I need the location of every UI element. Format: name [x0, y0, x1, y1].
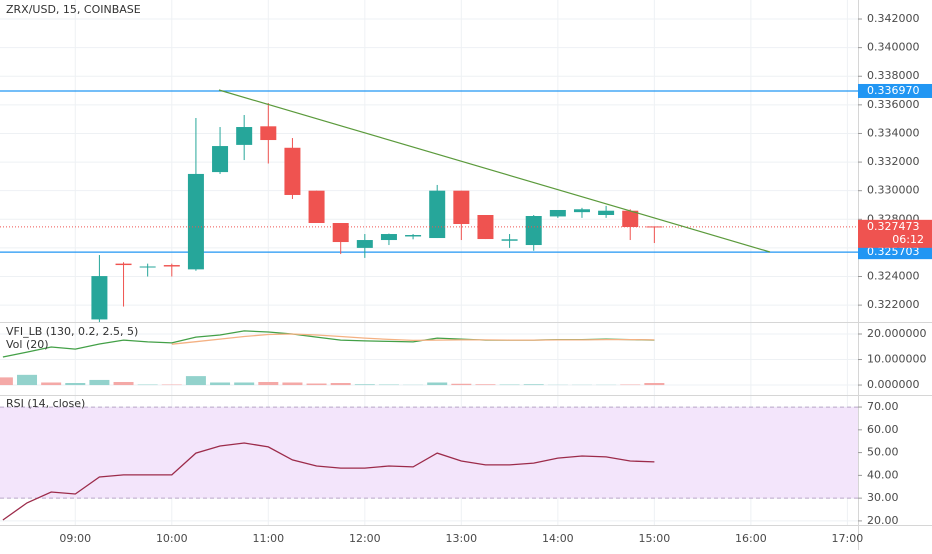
indicator-title: Vol (20) — [6, 338, 49, 351]
volume-bar — [114, 382, 134, 385]
y-tick-label: 60.00 — [867, 423, 899, 436]
candle-body — [429, 191, 445, 238]
rsi-band — [0, 407, 858, 498]
candle-body — [164, 265, 180, 266]
y-tick-label: 50.00 — [867, 446, 899, 459]
price-label: 0.336970 — [867, 84, 920, 97]
volume-bar — [89, 380, 109, 385]
x-tick-label: 14:00 — [542, 532, 574, 545]
y-tick-label: 0.340000 — [867, 41, 920, 54]
y-tick-label: 0.332000 — [867, 155, 920, 168]
volume-bar — [620, 385, 640, 386]
x-tick-label: 11:00 — [252, 532, 284, 545]
volume-bar — [475, 384, 495, 385]
y-tick-label: 30.00 — [867, 491, 899, 504]
candle-body — [284, 148, 300, 195]
y-tick-label: 20.000000 — [867, 327, 927, 340]
y-tick-label: 70.00 — [867, 400, 899, 413]
volume-bar — [524, 384, 544, 385]
candle-body — [333, 223, 349, 242]
volume-bar — [186, 376, 206, 385]
candle-body — [91, 276, 107, 319]
volume-bar — [355, 384, 375, 385]
candle-body — [260, 126, 276, 140]
candle-body — [357, 240, 373, 248]
y-tick-label: 0.338000 — [867, 69, 920, 82]
y-tick-label: 0.336000 — [867, 98, 920, 111]
chart-title: ZRX/USD, 15, COINBASE — [6, 3, 141, 16]
volume-bar — [234, 382, 254, 385]
candle-body — [116, 264, 132, 265]
grid — [0, 0, 858, 525]
x-tick-label: 09:00 — [59, 532, 91, 545]
volume-bar — [644, 383, 664, 385]
volume-bar — [17, 375, 37, 385]
y-tick-label: 0.000000 — [867, 378, 920, 391]
x-tick-label: 12:00 — [349, 532, 381, 545]
x-tick-label: 15:00 — [639, 532, 671, 545]
volume-bar — [0, 377, 13, 385]
candle-body — [140, 266, 156, 267]
candle-body — [598, 211, 614, 215]
volume-bar — [210, 382, 230, 385]
volume-bar — [162, 385, 182, 386]
x-tick-label: 17:00 — [832, 532, 864, 545]
candle-body — [477, 215, 493, 239]
volume-bar — [451, 384, 471, 385]
candle-body — [574, 209, 590, 212]
volume-bar — [500, 385, 520, 386]
volume-bar — [379, 385, 399, 386]
indicator-title: VFI_LB (130, 0.2, 2.5, 5) — [6, 325, 138, 338]
candle-body — [212, 146, 228, 172]
candle-body — [453, 191, 469, 224]
y-tick-label: 0.330000 — [867, 184, 920, 197]
y-tick-label: 0.324000 — [867, 270, 920, 283]
candle-body — [188, 174, 204, 269]
volume-bar — [138, 385, 158, 386]
candle-body — [550, 210, 566, 216]
candle-body — [236, 127, 252, 145]
x-tick-label: 16:00 — [735, 532, 767, 545]
countdown-label: 06:12 — [892, 233, 924, 246]
candle-body — [309, 191, 325, 223]
volume-bar — [282, 382, 302, 385]
last-price-label: 0.327473 — [867, 220, 920, 233]
x-tick-label: 13:00 — [445, 532, 477, 545]
candle-body — [405, 235, 421, 236]
volume-bar — [65, 383, 85, 385]
volume-bar — [427, 382, 447, 385]
volume-bar — [307, 384, 327, 386]
y-tick-label: 0.342000 — [867, 12, 920, 25]
x-tick-label: 10:00 — [156, 532, 188, 545]
candle-body — [526, 216, 542, 245]
candle-body — [381, 234, 397, 240]
rsi-title: RSI (14, close) — [6, 397, 85, 410]
volume-bar — [331, 383, 351, 385]
y-tick-label: 0.322000 — [867, 298, 920, 311]
y-tick-label: 40.00 — [867, 468, 899, 481]
candle-body — [502, 239, 518, 240]
volume-bar — [41, 382, 61, 385]
y-tick-label: 10.000000 — [867, 353, 927, 366]
trend-line — [219, 90, 770, 252]
volume-bar — [258, 382, 278, 385]
y-tick-label: 20.00 — [867, 514, 899, 527]
y-tick-label: 0.334000 — [867, 126, 920, 139]
